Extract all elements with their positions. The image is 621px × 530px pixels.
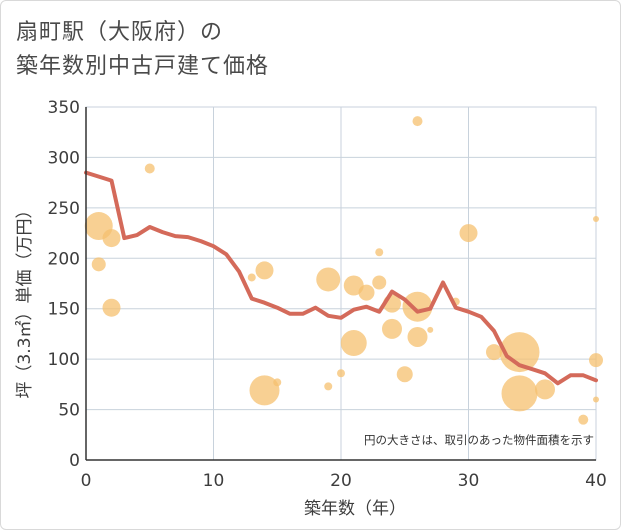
data-bubble [316, 267, 341, 292]
data-bubble [593, 396, 599, 403]
data-bubble [593, 215, 599, 222]
data-bubble [102, 229, 121, 248]
data-bubble [486, 344, 502, 361]
data-bubble [412, 116, 423, 127]
data-bubble [407, 326, 428, 347]
chart-title-line2: 築年数別中古戸建て価格 [16, 54, 270, 79]
y-tick-label: 0 [69, 451, 80, 471]
data-bubble [144, 163, 155, 174]
data-bubble [340, 330, 367, 357]
data-bubble [337, 369, 345, 378]
axes: 0 50 100 150 200 250 300 350 0 10 20 30 40 [48, 98, 607, 491]
y-tick-label: 200 [48, 249, 80, 269]
data-bubble [343, 275, 364, 296]
data-bubble [427, 326, 434, 333]
data-bubble [589, 353, 603, 368]
data-bubble [459, 224, 478, 243]
data-bubble [535, 379, 555, 400]
data-bubble [382, 318, 402, 339]
data-bubble [247, 273, 256, 282]
data-bubble [324, 382, 333, 391]
bubble-series [84, 116, 603, 425]
data-bubble [499, 332, 540, 373]
data-bubble [249, 375, 280, 406]
data-bubble [501, 375, 538, 412]
data-bubble [102, 298, 121, 317]
data-bubble [375, 248, 384, 257]
x-axis-label: 築年数（年） [304, 499, 406, 519]
trend-line [84, 170, 598, 386]
x-tick-label: 10 [203, 471, 225, 491]
data-bubble [255, 261, 274, 280]
data-bubble [273, 378, 282, 387]
y-tick-label: 50 [58, 401, 80, 421]
y-tick-label: 300 [48, 148, 80, 168]
chart-title-line1: 扇町駅（大阪府）の [16, 20, 224, 45]
y-axis-label: 坪（3.3㎡）単価（万円） [15, 201, 35, 398]
data-bubble [358, 284, 375, 301]
x-tick-label: 40 [585, 471, 607, 491]
size-note: 円の大きさは、取引のあった物件面積を示す [364, 433, 594, 447]
y-tick-label: 150 [48, 300, 80, 320]
y-tick-label: 350 [48, 98, 80, 118]
y-tick-label: 250 [48, 199, 80, 219]
data-bubble [402, 291, 433, 322]
x-tick-label: 30 [458, 471, 480, 491]
y-tick-label: 100 [48, 350, 80, 370]
data-bubble [91, 257, 106, 272]
data-bubble [578, 414, 589, 425]
x-tick-label: 20 [330, 471, 352, 491]
data-bubble [396, 366, 413, 383]
trend-line-group [84, 170, 598, 386]
data-bubble [372, 275, 387, 290]
chart-title: 扇町駅（大阪府）の 築年数別中古戸建て価格 [16, 16, 269, 84]
x-tick-label: 0 [81, 471, 92, 491]
